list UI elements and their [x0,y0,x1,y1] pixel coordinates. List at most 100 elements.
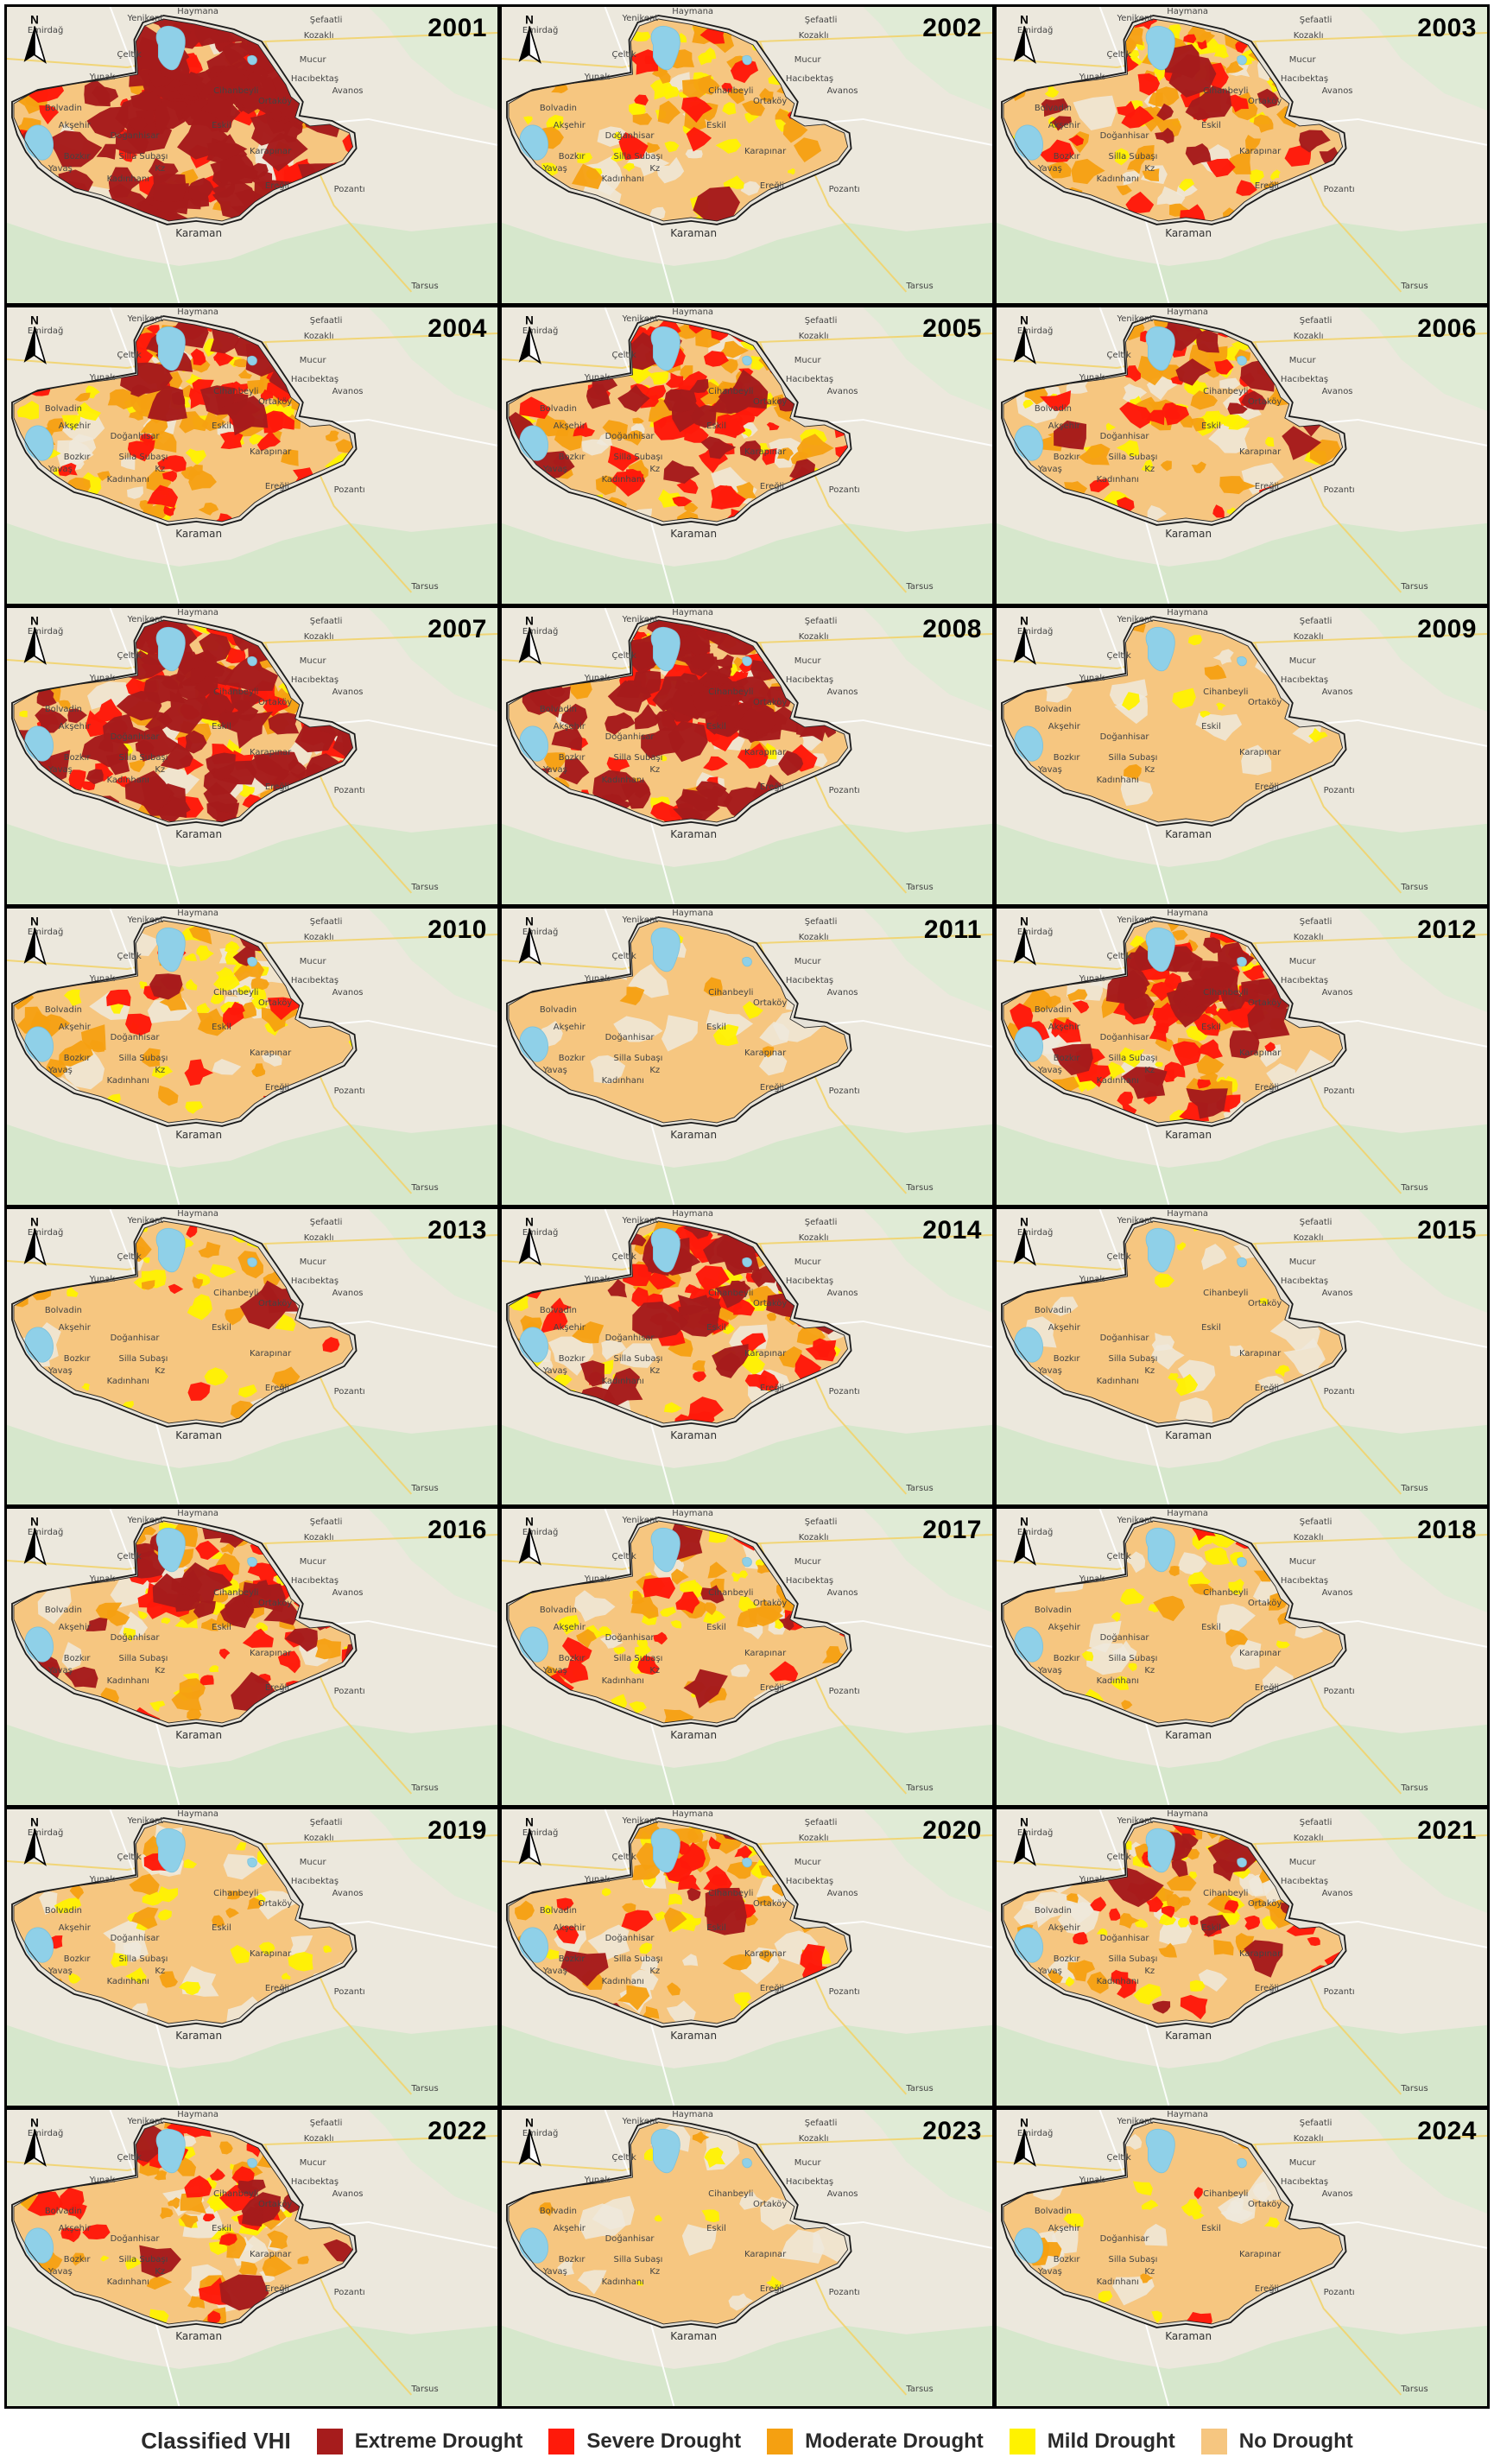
town-label: Yenikent [1117,615,1154,624]
moderate-drought-patch [1078,443,1111,466]
town-label: Yavaş [1037,164,1062,174]
town-label: Silla Subaşı [1109,453,1158,462]
town-label: Yenikent [127,2117,164,2126]
mild-drought-patch [1115,148,1130,166]
moderate-drought-patch [796,434,834,460]
severe-drought-patch [1193,1012,1221,1036]
town-label: Karaman [175,227,222,239]
town-label: Eskil [706,121,726,130]
salt-lake [155,626,186,671]
extreme-drought-patch [1220,991,1247,1011]
town-label: Yunak [89,974,116,984]
extreme-drought-patch [193,676,218,694]
town-label: Çeltik [1107,651,1131,661]
mild-drought-patch [142,1257,150,1263]
moderate-drought-patch [1158,1942,1177,1958]
mild-drought-patch [1189,1979,1206,1992]
extreme-drought-patch [714,1280,748,1308]
mild-drought-patch [668,1893,682,1906]
town-label: Akşehir [554,1623,586,1632]
small-lake [742,656,752,666]
basemap-forest [863,607,992,712]
town-label: Yunak [89,1274,116,1283]
beysehir-lake [1014,1327,1043,1363]
province-boundary [1001,1817,1347,2029]
basemap-forest [7,823,497,904]
small-lake [1237,1557,1247,1568]
study-area-boundary [13,1220,354,1423]
extreme-drought-patch [712,1343,749,1372]
severe-drought-patch [1137,73,1161,96]
severe-drought-patch [734,409,756,427]
severe-drought-patch [703,350,729,367]
mild-drought-patch [183,1859,198,1869]
town-label: Çeltik [117,651,142,661]
town-label: Ortaköy [1248,1298,1282,1308]
town-label: Doğanhisar [1100,1332,1150,1342]
town-label: Tarsus [410,1783,438,1793]
nodata-patch [1283,1337,1326,1379]
salt-lake [650,1528,681,1573]
mild-drought-patch [733,1992,751,2006]
basemap-forest [368,908,497,1012]
town-label: Kozaklı [1294,1834,1324,1843]
town-label: Silla Subaşı [614,152,663,162]
mild-drought-patch [1178,179,1195,192]
mild-drought-patch [149,1701,166,1713]
salt-lake [1145,927,1175,972]
extreme-drought-patch [1155,127,1174,144]
town-label: Şefaatli [1300,2119,1333,2128]
moderate-drought-patch [1244,134,1262,155]
mild-drought-patch [142,1890,164,1906]
legend-item-none: No Drought [1200,2428,1353,2454]
town-label: Kadınhanı [602,1676,644,1686]
town-label: Eskil [1201,121,1221,130]
basemap-forest [1358,7,1487,111]
town-label: Mucur [1289,356,1317,365]
nodata-patch [630,1969,659,1991]
town-label: Mucur [1289,656,1317,666]
town-label: Cihanbeyli [213,1288,258,1297]
town-label: Çeltik [612,1552,636,1561]
town-label: Yunak [584,1574,611,1584]
legend-label-severe: Severe Drought [586,2429,742,2453]
north-label: N [525,314,534,326]
town-label: Bozkır [64,753,92,763]
town-label: Karapınar [1239,1048,1282,1058]
north-label: N [1020,13,1029,26]
mild-drought-patch [636,2281,643,2286]
town-label: Ortaköy [753,1899,787,1909]
moderate-drought-patch [756,1599,782,1623]
town-label: Haymana [1167,307,1208,317]
town-label: Ereğli [1255,1382,1279,1392]
town-label: Karaman [1165,227,1212,239]
town-label: Bolvadin [1035,1005,1072,1015]
extreme-drought-patch [1051,1043,1093,1075]
town-label: Bolvadin [1035,2207,1072,2216]
moderate-drought-patch [1067,1893,1079,1903]
no-drought-area [1003,1220,1343,1423]
severe-drought-patch [1010,1003,1034,1031]
moderate-drought-patch [142,1048,161,1067]
severe-drought-patch [556,1897,574,1911]
moderate-drought-patch [617,1985,650,2011]
year-label: 2009 [1417,614,1477,643]
extreme-drought-patch [617,384,650,412]
town-label: Hacıbektaş [291,375,339,384]
extreme-drought-patch [64,1667,98,1688]
extreme-drought-patch [212,765,231,780]
severe-drought-patch [1072,999,1090,1014]
mild-drought-patch [1177,1241,1187,1251]
town-label: Kozaklı [1294,2134,1324,2144]
town-label: Akşehir [554,421,586,431]
town-label: Pozantı [334,2288,365,2297]
province-boundary [1001,2118,1347,2328]
nodata-patch [121,456,136,471]
town-label: Haymana [177,2110,218,2119]
town-label: Kz [155,2267,165,2277]
beysehir-lake [1014,725,1043,762]
moderate-drought-patch [572,163,604,190]
town-label: Kadınhanı [1097,776,1139,785]
town-label: Hacıbektaş [786,74,833,84]
town-label: Tarsus [905,1783,933,1793]
